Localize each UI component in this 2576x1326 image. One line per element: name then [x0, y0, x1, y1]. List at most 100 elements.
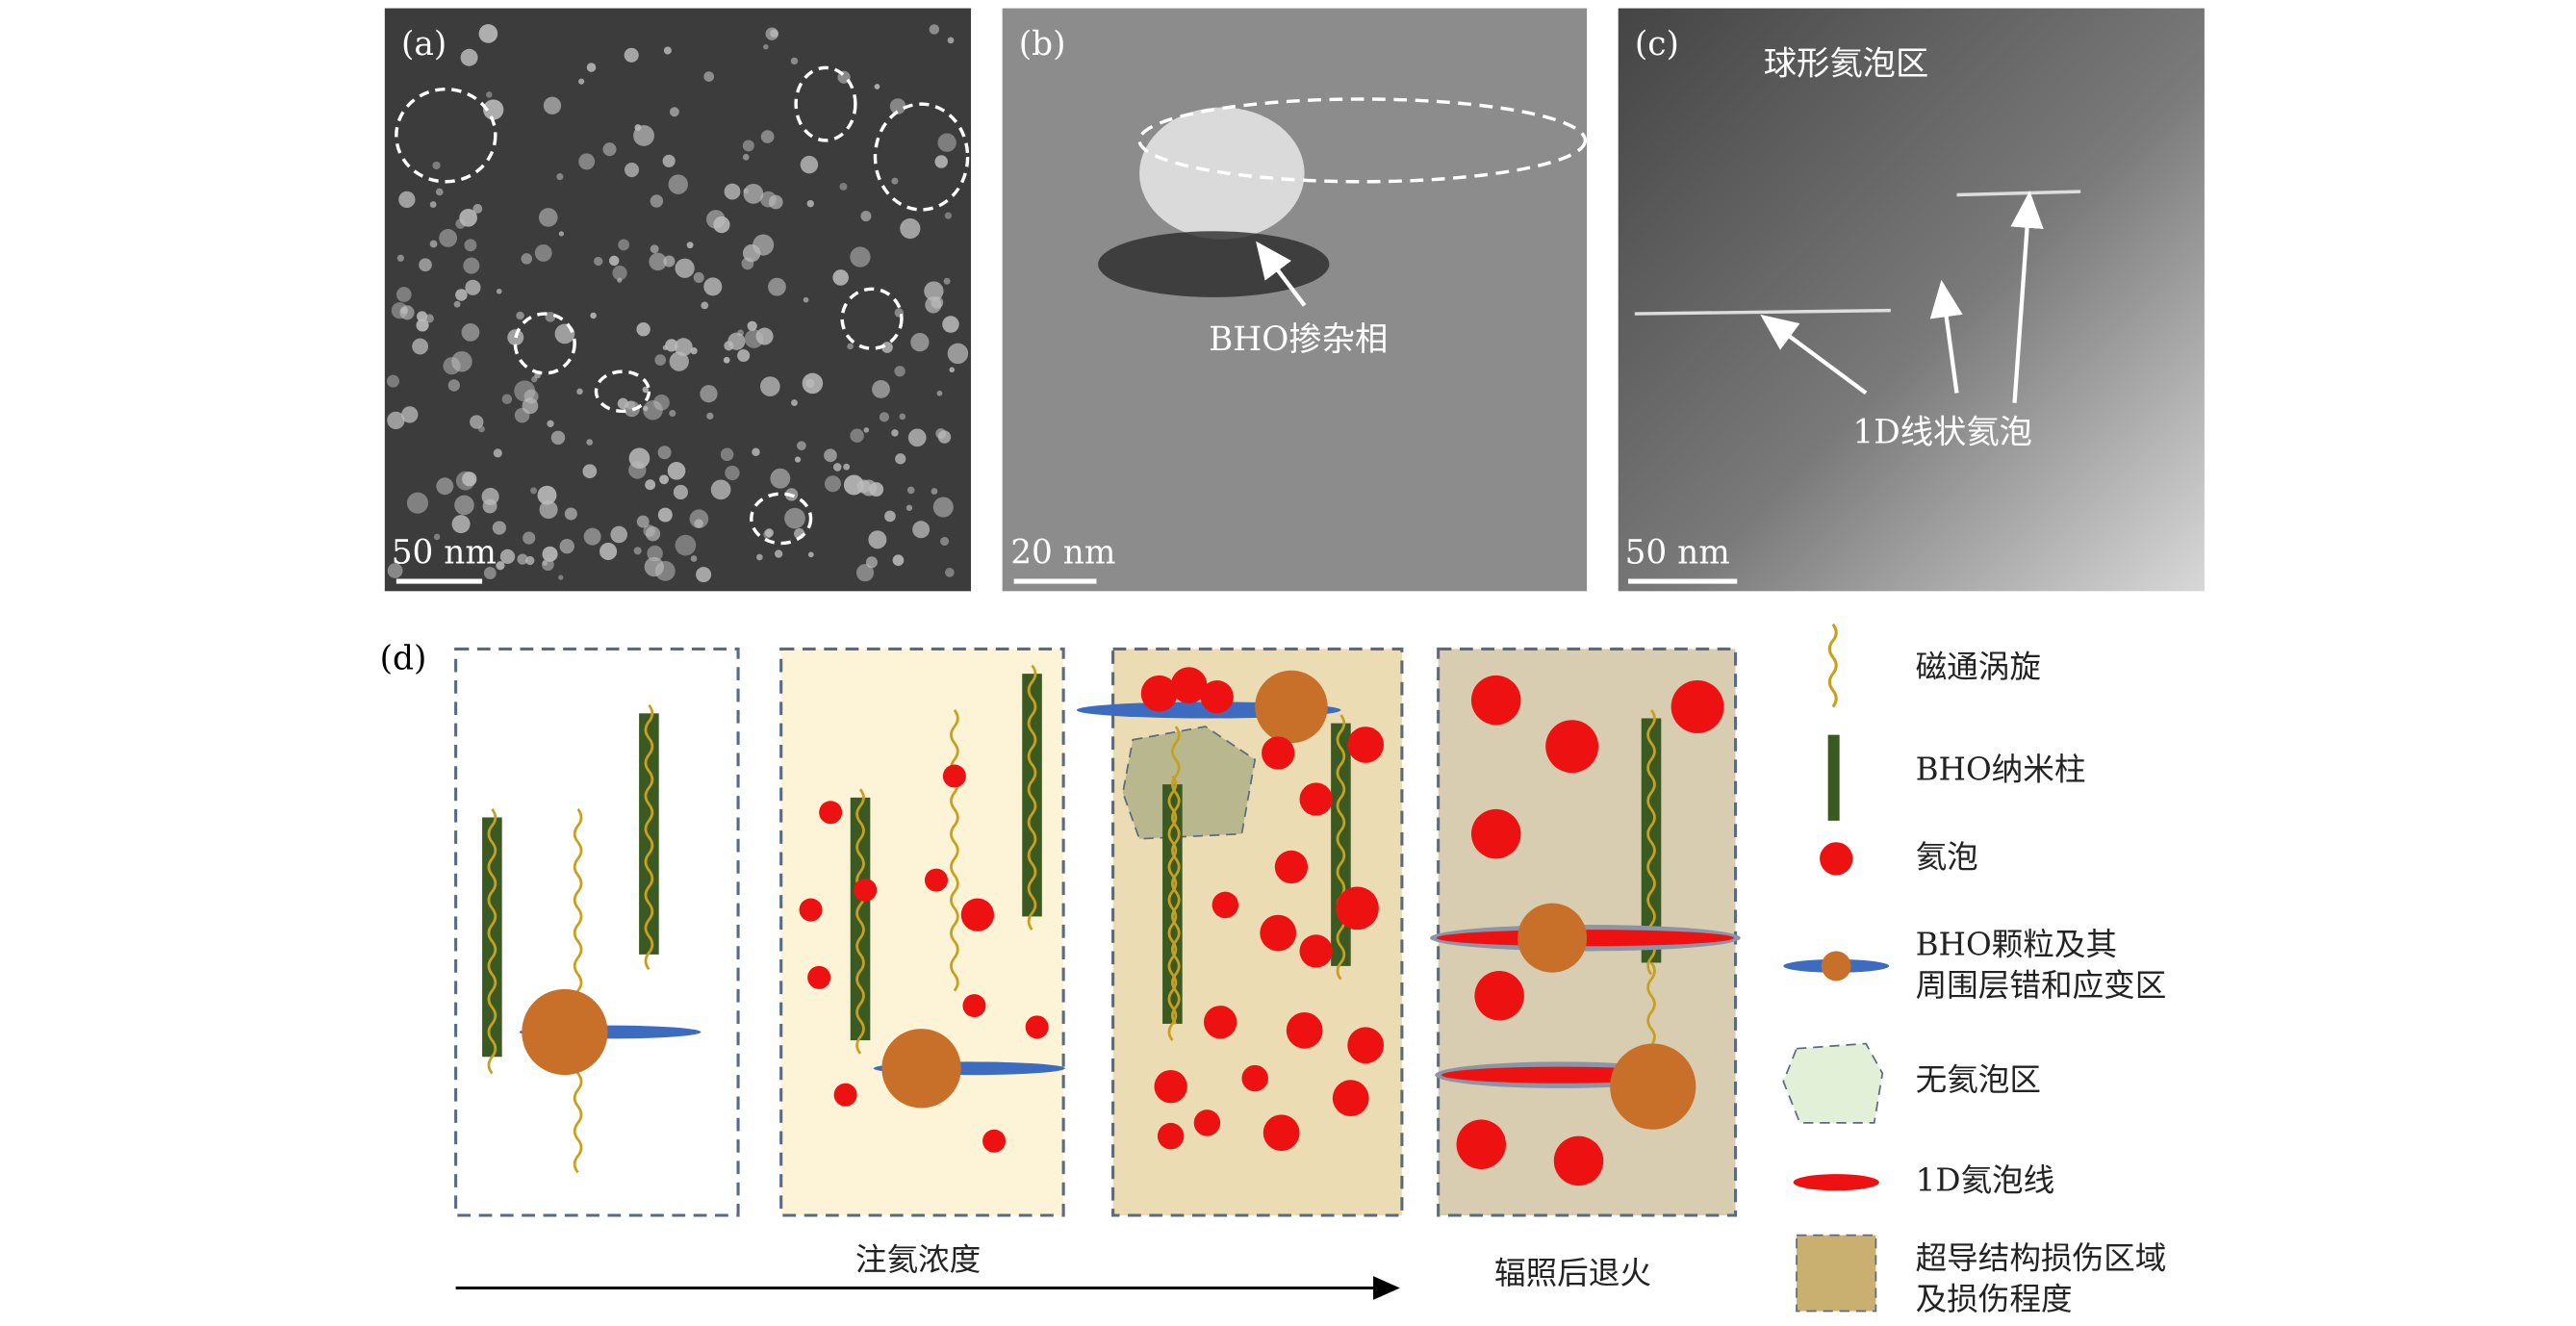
bubble [1203, 1006, 1237, 1039]
particle [564, 507, 577, 521]
particle [703, 71, 715, 82]
panel-label: (a) [401, 25, 446, 64]
particle [863, 427, 870, 433]
particle [455, 289, 468, 301]
particle [737, 349, 751, 363]
bubble [1299, 934, 1333, 968]
bubble [1470, 675, 1521, 726]
particle [693, 271, 704, 283]
particle [947, 37, 955, 44]
bubble [1241, 1064, 1268, 1092]
particle [543, 96, 562, 115]
particle [760, 191, 777, 208]
particle [906, 486, 915, 495]
dashed-circle [794, 65, 857, 142]
particle [667, 462, 686, 480]
dark-region [1098, 231, 1330, 297]
particle [790, 57, 799, 65]
particle [662, 154, 676, 167]
legend-label: BHO颗粒及其 [1916, 926, 2117, 962]
particle [891, 177, 899, 185]
bubble [924, 868, 948, 892]
particle [802, 372, 824, 395]
particle [675, 258, 695, 278]
bubble [960, 898, 995, 931]
particle [839, 182, 848, 191]
flux-vortex [644, 703, 654, 971]
flux-vortex [950, 709, 959, 992]
particle [669, 107, 679, 117]
particle [586, 63, 597, 72]
legend-label: 及损伤程度 [1916, 1281, 2073, 1317]
particle [559, 538, 574, 554]
particle [694, 519, 703, 528]
particle [547, 420, 554, 428]
particle [386, 374, 400, 388]
particle [832, 269, 849, 286]
particle [800, 155, 819, 174]
particle [463, 257, 480, 274]
particle [398, 191, 416, 209]
bubble [1332, 1080, 1369, 1117]
particle [696, 567, 712, 583]
particle [752, 234, 775, 256]
arrow-label: 注氦浓度 [855, 1241, 981, 1278]
particle [387, 411, 405, 430]
particle [453, 300, 461, 308]
particle [537, 485, 557, 505]
particle [538, 208, 558, 227]
particle [464, 239, 477, 252]
particle [774, 549, 783, 558]
particle [765, 27, 778, 40]
particle [770, 468, 791, 489]
particle [879, 412, 890, 422]
particle [429, 201, 437, 208]
particle [895, 453, 906, 465]
particle [650, 244, 659, 254]
bubble [833, 1083, 857, 1107]
bubble [1553, 1135, 1604, 1186]
bubble [1170, 667, 1208, 704]
particle [768, 277, 786, 296]
particle [949, 367, 955, 373]
particle [868, 530, 887, 549]
nanorod [1162, 784, 1183, 1024]
bubble [1200, 680, 1234, 714]
particle [665, 339, 678, 352]
panel-label: (b) [1019, 25, 1066, 64]
particle [929, 24, 940, 35]
particle [763, 43, 769, 50]
particle [447, 379, 461, 392]
particle [624, 47, 639, 63]
particle [756, 553, 763, 561]
bho-particle [1610, 1043, 1696, 1130]
stage-box [779, 647, 1065, 1217]
particle [539, 500, 558, 520]
particle [649, 252, 667, 271]
particle [847, 343, 854, 350]
particle [618, 239, 630, 251]
particle [583, 527, 601, 546]
particle [493, 448, 502, 458]
bubble-line [1634, 308, 1891, 316]
bho-particle [881, 1029, 961, 1109]
legend-label: 无氦泡区 [1916, 1061, 2041, 1098]
particle [675, 534, 697, 556]
particle [517, 553, 528, 565]
particle [700, 385, 718, 403]
particle [396, 254, 404, 262]
legend-label: 周围层错和应变区 [1916, 967, 2167, 1004]
nanorod [850, 797, 871, 1041]
particle [860, 211, 872, 222]
flux-vortex [487, 808, 497, 1075]
particle [530, 487, 538, 495]
dashed-circle [750, 492, 813, 546]
particle [724, 183, 741, 200]
particle [843, 463, 851, 471]
particle [459, 208, 477, 227]
particle [654, 354, 667, 366]
particle [400, 306, 408, 315]
nanorod [482, 817, 502, 1058]
particle [874, 84, 880, 89]
particle [636, 515, 650, 528]
